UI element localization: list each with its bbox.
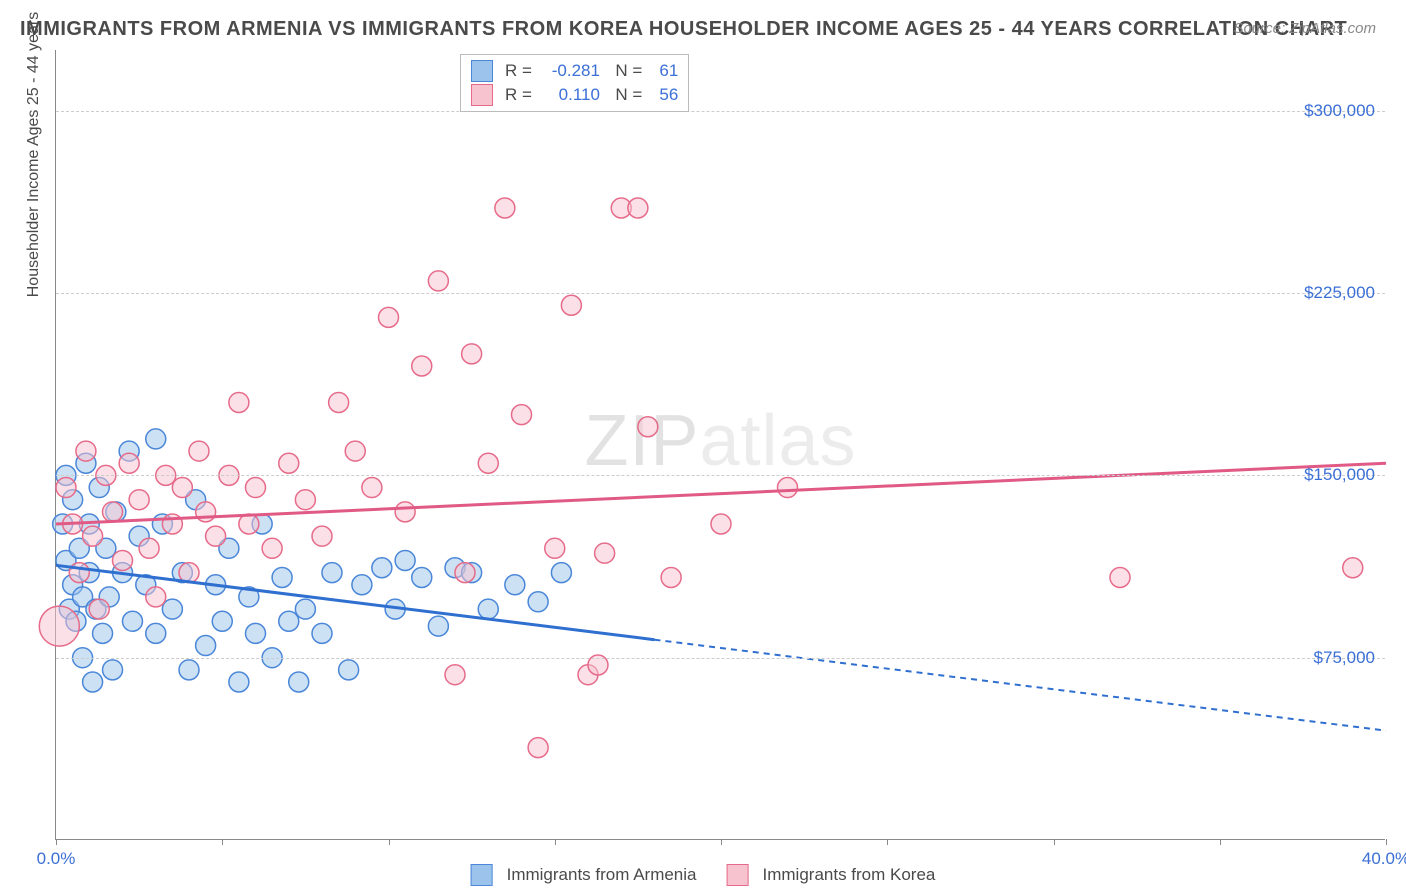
swatch-korea-bottom	[727, 864, 749, 886]
chart-title: IMMIGRANTS FROM ARMENIA VS IMMIGRANTS FR…	[20, 18, 1347, 41]
x-tick	[56, 839, 57, 845]
y-tick-label: $225,000	[1304, 283, 1375, 303]
swatch-armenia-bottom	[471, 864, 493, 886]
x-tick	[1054, 839, 1055, 845]
legend-top: R = -0.281 N = 61 R = 0.110 N = 56	[460, 54, 689, 112]
legend-label-armenia: Immigrants from Armenia	[507, 865, 697, 885]
r-value-armenia: -0.281	[538, 59, 600, 83]
r-label: R =	[505, 59, 532, 83]
gridline	[56, 658, 1385, 659]
r-label: R =	[505, 83, 532, 107]
gridline	[56, 111, 1385, 112]
n-value-korea: 56	[648, 83, 678, 107]
legend-item-korea: Immigrants from Korea	[727, 864, 936, 886]
x-tick-label: 40.0%	[1362, 849, 1406, 869]
x-tick	[1220, 839, 1221, 845]
source-label: Source: ZipAtlas.com	[1233, 20, 1376, 37]
swatch-korea	[471, 84, 493, 106]
chart-svg	[56, 50, 1385, 839]
n-label: N =	[606, 59, 642, 83]
y-tick-label: $75,000	[1314, 648, 1375, 668]
r-value-korea: 0.110	[538, 83, 600, 107]
gridline	[56, 475, 1385, 476]
n-value-armenia: 61	[648, 59, 678, 83]
legend-row-armenia: R = -0.281 N = 61	[471, 59, 678, 83]
x-tick-label: 0.0%	[37, 849, 76, 869]
y-tick-label: $300,000	[1304, 101, 1375, 121]
plot-area: ZIPatlas $75,000$150,000$225,000$300,000…	[55, 50, 1385, 840]
x-tick	[222, 839, 223, 845]
swatch-armenia	[471, 60, 493, 82]
legend-item-armenia: Immigrants from Armenia	[471, 864, 697, 886]
x-tick	[555, 839, 556, 845]
y-tick-label: $150,000	[1304, 465, 1375, 485]
x-tick	[887, 839, 888, 845]
x-tick	[1386, 839, 1387, 845]
legend-row-korea: R = 0.110 N = 56	[471, 83, 678, 107]
x-tick	[721, 839, 722, 845]
y-axis-label: Householder Income Ages 25 - 44 years	[25, 12, 43, 298]
n-label: N =	[606, 83, 642, 107]
legend-bottom: Immigrants from Armenia Immigrants from …	[471, 864, 936, 886]
legend-label-korea: Immigrants from Korea	[763, 865, 936, 885]
gridline	[56, 293, 1385, 294]
x-tick	[389, 839, 390, 845]
